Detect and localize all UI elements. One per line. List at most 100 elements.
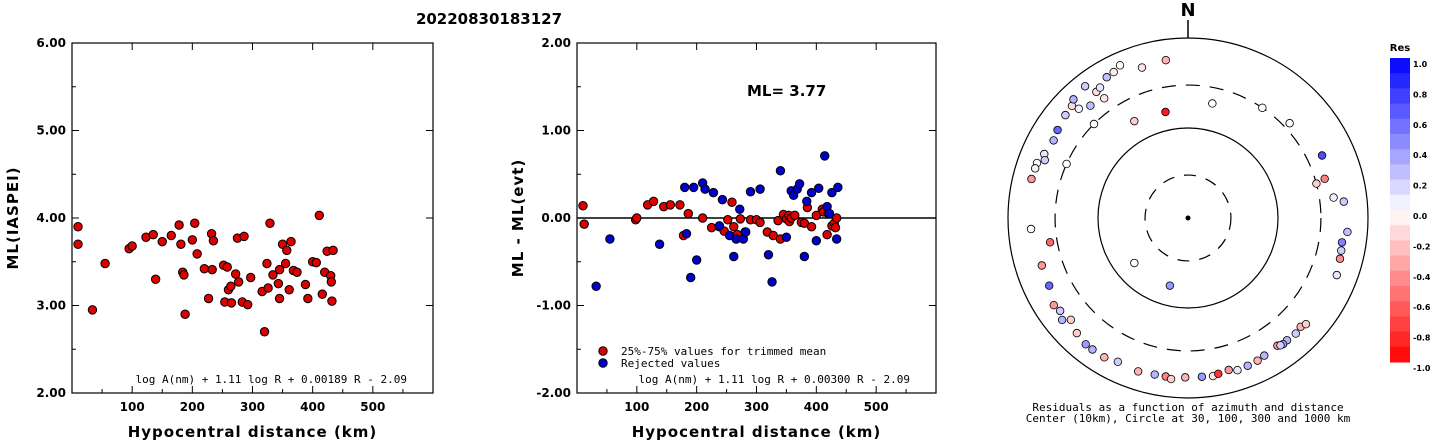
data-point: [207, 264, 217, 275]
colorbar-segment: [1390, 118, 1410, 135]
colorbar-segment: [1390, 58, 1410, 74]
data-point: [605, 234, 615, 244]
station-residual-point: [1088, 345, 1097, 354]
colorbar-tick-label: 0.4: [1413, 151, 1428, 160]
station-residual-point: [1150, 370, 1159, 379]
x-axis-label: Hypocentral distance (km): [128, 423, 378, 441]
data-point: [680, 182, 690, 193]
data-point: [148, 229, 158, 240]
data-point: [675, 200, 685, 210]
station-residual-point: [1335, 254, 1345, 263]
x-tick-label: 200: [180, 400, 205, 414]
station-residual-point: [1053, 125, 1062, 135]
data-point: [203, 293, 214, 304]
data-point: [814, 183, 824, 193]
y-axis-label: ML(IASPEI): [4, 166, 22, 269]
station-residual-point: [1061, 110, 1070, 120]
data-point: [265, 218, 275, 228]
y-axis-label: ML - ML(evt): [509, 159, 527, 277]
station-residual-point: [1030, 164, 1040, 173]
data-point: [303, 293, 313, 304]
station-residual-point: [1089, 119, 1099, 129]
station-residual-point: [1044, 281, 1054, 290]
data-point: [262, 258, 272, 269]
y-tick-label: -1.00: [536, 299, 571, 313]
colorbar-segment: [1390, 194, 1410, 211]
station-residual-point: [1115, 61, 1125, 70]
station-residual-point: [1161, 107, 1170, 117]
station-residual-point: [1337, 238, 1347, 247]
data-point: [314, 210, 324, 221]
data-point: [579, 219, 589, 229]
station-residual-point: [1069, 95, 1078, 104]
colorbar-segment: [1390, 301, 1410, 317]
station-residual-point: [1161, 55, 1171, 65]
data-point: [199, 264, 210, 274]
colorbar-segment: [1390, 225, 1410, 241]
data-point: [179, 270, 189, 280]
station-residual-point: [1208, 99, 1217, 108]
data-point: [688, 182, 699, 193]
colorbar-segment: [1390, 103, 1410, 120]
data-point: [665, 200, 676, 210]
station-residual-point: [1100, 94, 1109, 103]
x-tick-label: 300: [744, 400, 769, 414]
data-point: [73, 239, 83, 249]
data-point: [833, 182, 843, 193]
legend-marker: [598, 358, 608, 368]
dashed-circle-30km: [1144, 174, 1232, 262]
data-point: [226, 281, 236, 291]
formula-text: log A(nm) + 1.11 log R + 0.00300 R - 2.0…: [638, 373, 910, 386]
station-residual-point: [1301, 319, 1311, 329]
station-residual-point: [1095, 83, 1105, 92]
y-tick-label: 0.00: [541, 211, 571, 225]
data-point: [127, 241, 137, 251]
station-residual-point: [1312, 179, 1321, 188]
data-point: [268, 270, 278, 280]
data-point: [723, 215, 733, 225]
station-residual-point: [1057, 315, 1067, 325]
station-residual-point: [1080, 82, 1090, 91]
data-point: [799, 251, 810, 262]
data-point: [729, 251, 739, 262]
station-residual-point: [1243, 361, 1252, 370]
data-point: [806, 222, 817, 232]
event-id-title: 20220830183127: [416, 10, 562, 28]
data-point: [263, 283, 273, 293]
colorbar-segment: [1390, 179, 1410, 196]
colorbar-segment: [1390, 164, 1410, 181]
station-residual-point: [1130, 258, 1139, 268]
station-residual-point: [1165, 281, 1175, 290]
x-tick-label: 400: [300, 400, 325, 414]
station-residual-point: [1317, 151, 1327, 160]
ml-annotation: ML= 3.77: [747, 82, 826, 100]
y-tick-label: 4.00: [36, 211, 66, 225]
station-residual-point: [1040, 155, 1050, 165]
y-tick-label: 2.00: [541, 36, 571, 50]
station-residual-point: [1086, 101, 1095, 110]
colorbar-tick-label: 0.6: [1413, 121, 1428, 130]
station-residual-point: [1214, 369, 1223, 378]
data-point: [830, 222, 841, 233]
data-point: [697, 213, 708, 223]
station-residual-point: [1329, 193, 1338, 202]
legend-marker: [598, 346, 608, 356]
x-tick-label: 500: [360, 400, 385, 414]
station-residual-point: [1072, 328, 1082, 338]
station-residual-point: [1197, 372, 1207, 381]
data-point: [259, 327, 270, 337]
data-point: [806, 187, 817, 198]
data-point: [180, 309, 190, 319]
station-residual-point: [1285, 119, 1294, 128]
colorbar-title: Res: [1390, 43, 1410, 54]
data-point: [292, 267, 302, 277]
station-residual-point: [1343, 227, 1352, 237]
circle-100km: [1097, 127, 1279, 309]
colorbar-segment: [1390, 88, 1410, 105]
data-point: [824, 208, 835, 219]
data-point: [192, 249, 202, 259]
station-residual-point: [1332, 270, 1341, 280]
x-tick-label: 100: [120, 400, 145, 414]
colorbar-segment: [1390, 331, 1410, 348]
station-residual-point: [1113, 357, 1123, 367]
